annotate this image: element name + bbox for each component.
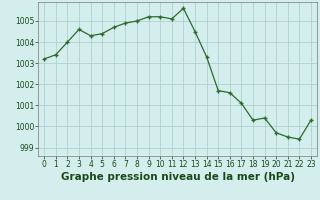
X-axis label: Graphe pression niveau de la mer (hPa): Graphe pression niveau de la mer (hPa) (60, 172, 295, 182)
